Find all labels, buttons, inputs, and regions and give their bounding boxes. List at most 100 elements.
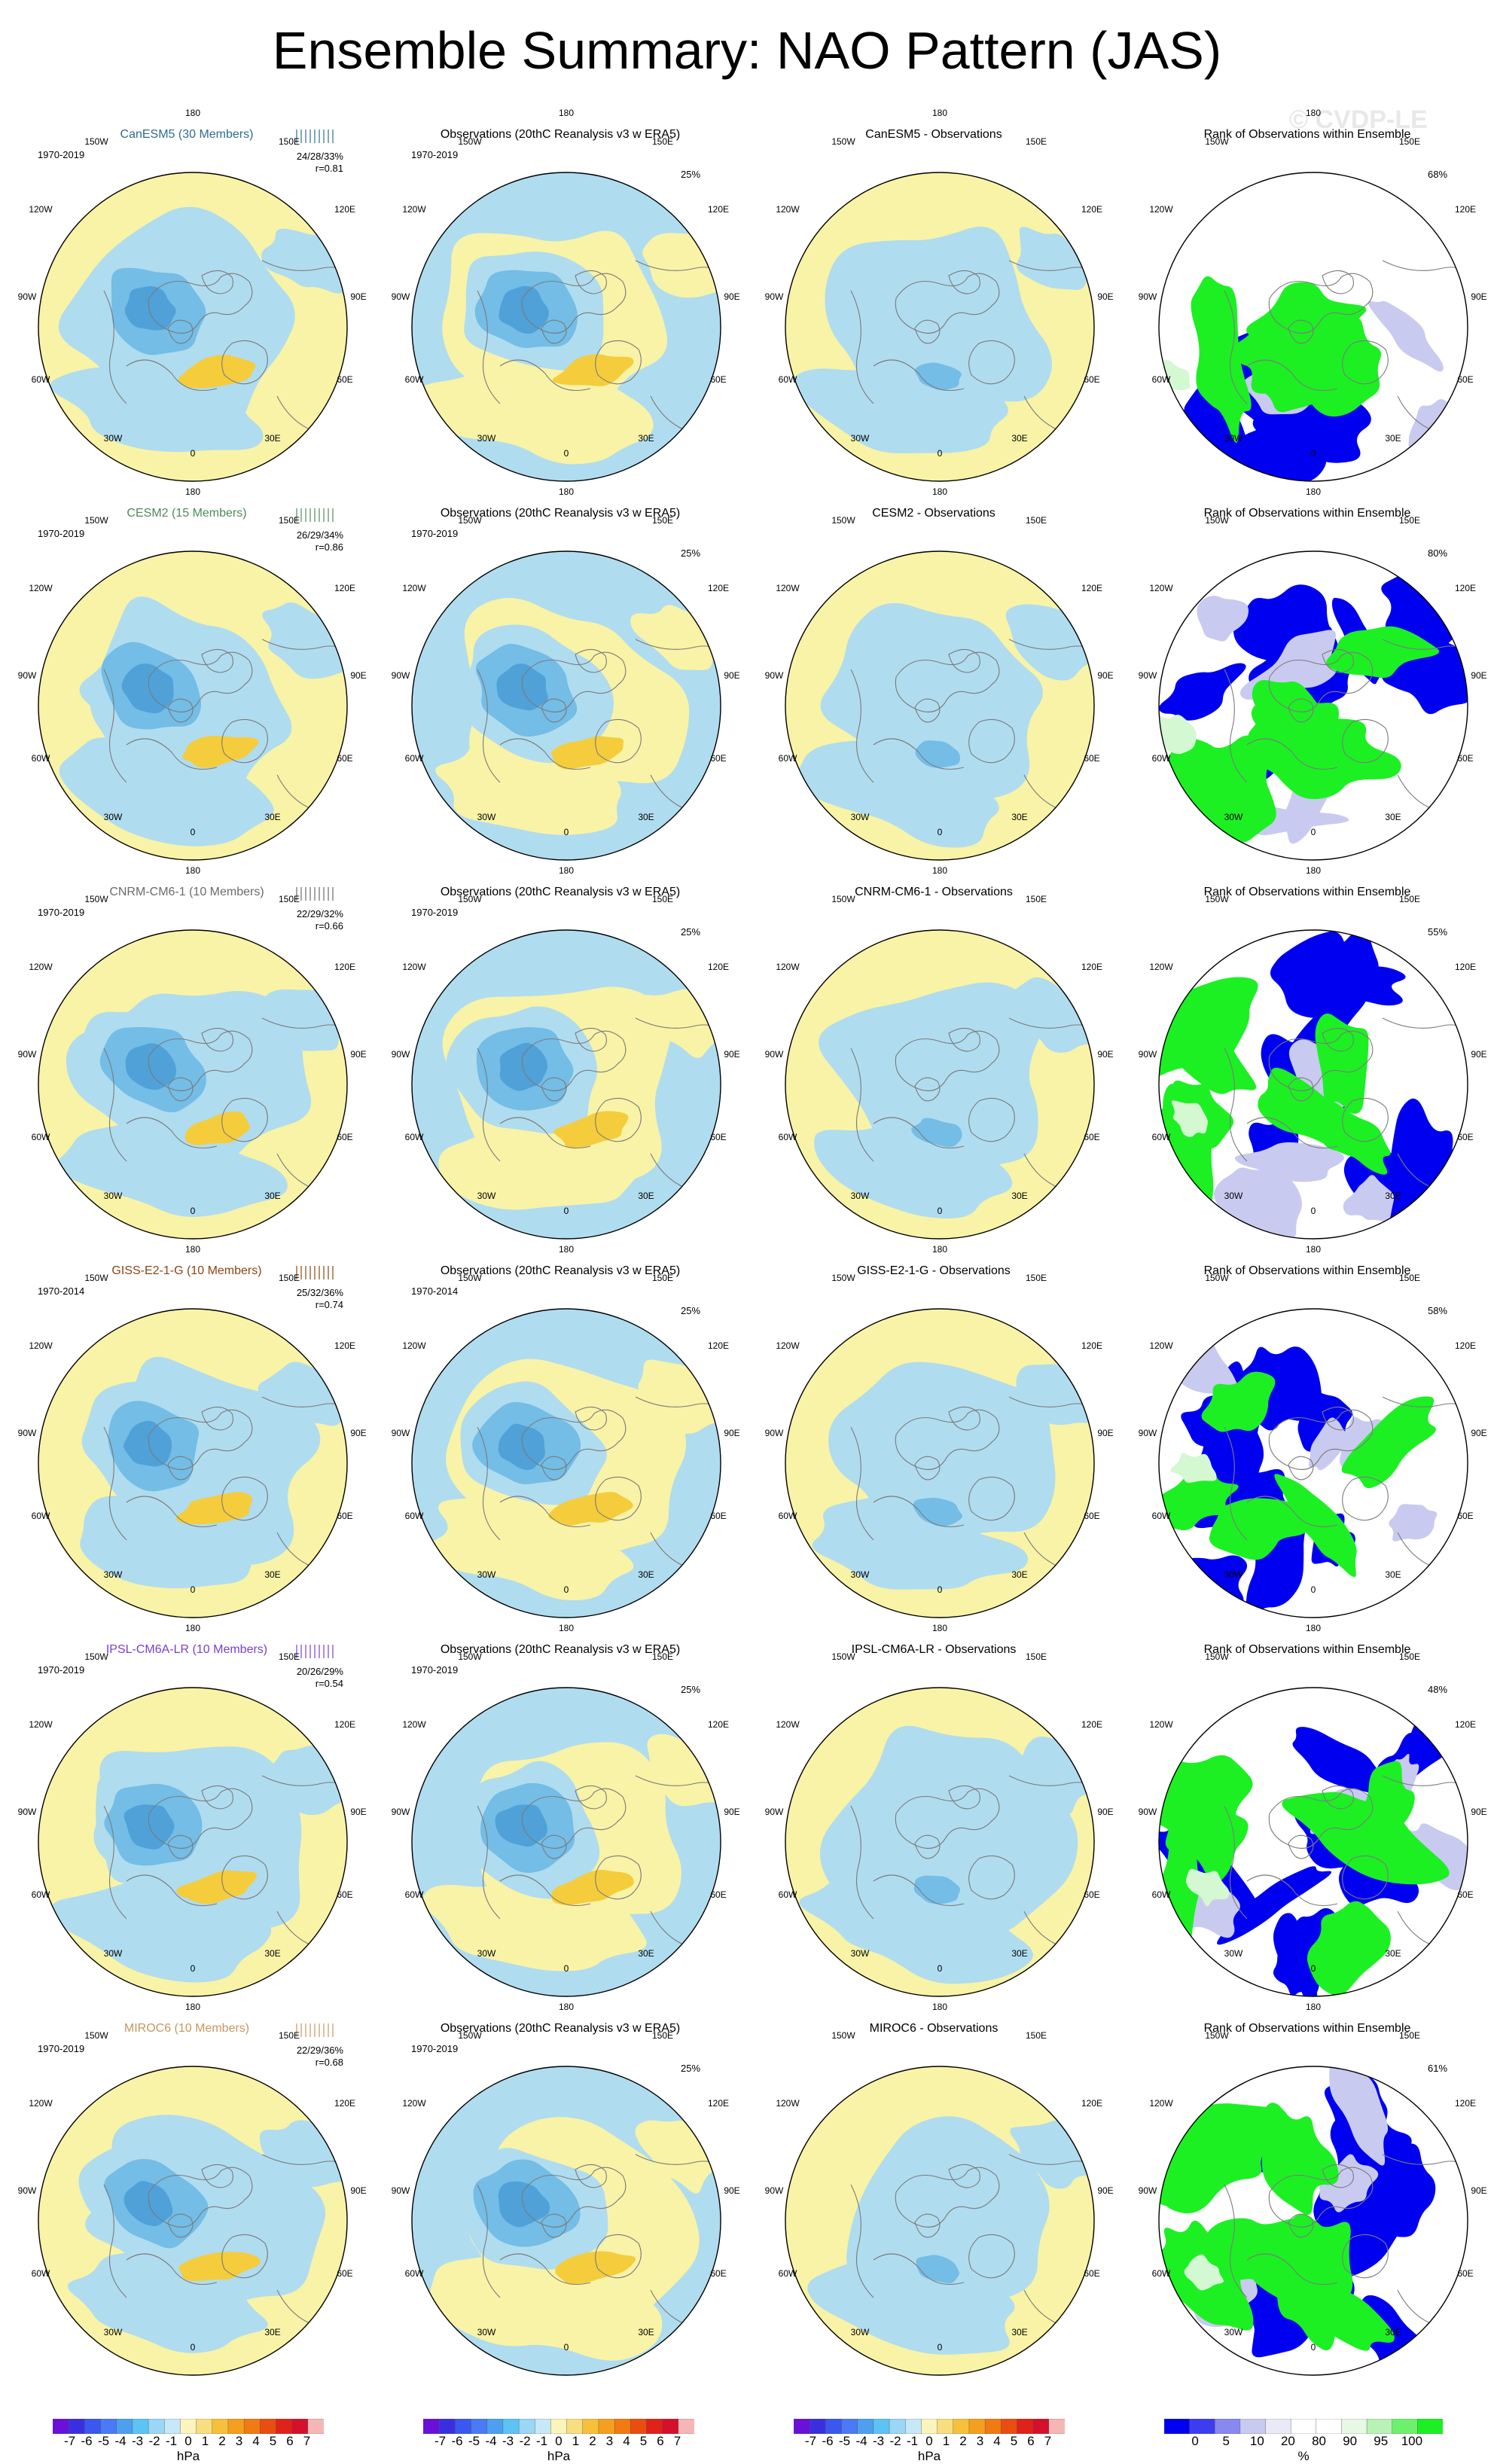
longitude-label-120w: 120W <box>29 962 53 972</box>
map-border <box>1158 550 1468 861</box>
longitude-label-150e: 150E <box>1398 1273 1421 1283</box>
explained-variance: 25% <box>681 2063 701 2074</box>
coastline-path <box>201 1406 233 1431</box>
coastline-path <box>261 1775 347 1799</box>
longitude-label-60e: 60E <box>337 1132 353 1142</box>
colorbar-swatch <box>841 2418 858 2435</box>
colorbar-swatch <box>291 2418 309 2435</box>
difference-map <box>785 929 1095 1240</box>
rank-region <box>1306 1901 1391 1996</box>
panel-title: CanESM5 - Observations <box>865 128 1002 141</box>
coastline-path <box>575 270 607 294</box>
map-panel: Observations (20thC Reanalysis v3 w ERA5… <box>374 863 747 1242</box>
longitude-label-90w: 90W <box>17 1049 37 1060</box>
coastline-path <box>1224 2184 1248 2298</box>
coastline-path <box>201 1785 233 1810</box>
map-panel: CanESM5 (30 Members) 1970-2019 24/28/33% r=… <box>0 105 374 484</box>
longitude-label-120e: 120E <box>334 583 356 593</box>
coastline-path <box>1322 1027 1354 1052</box>
longitude-label-150e: 150E <box>651 515 674 526</box>
panel-title: GISS-E2-1-G - Observations <box>857 1264 1011 1277</box>
longitude-label-90e: 90E <box>350 291 367 302</box>
colorbar-swatch <box>243 2418 261 2435</box>
coastline-path <box>521 1788 627 1850</box>
longitude-label-60e: 60E <box>1457 1132 1474 1142</box>
longitude-label-30e: 30E <box>264 1191 281 1201</box>
analysis-period: 1970-2019 <box>38 1664 85 1676</box>
rank-region <box>1341 1396 1436 1489</box>
coastline-path <box>1246 1496 1338 1528</box>
explained-variance: 26/29/34% <box>296 529 343 541</box>
longitude-label-150w: 150W <box>458 2030 482 2041</box>
map-border <box>38 2066 348 2376</box>
longitude-label-90w: 90W <box>17 1807 37 1817</box>
field-region <box>56 1122 288 1217</box>
coastline-path <box>1268 1788 1374 1850</box>
coastline-path <box>850 669 874 783</box>
colorbar-tick-label: -7 <box>434 2434 447 2448</box>
rank-region <box>1214 1167 1302 1239</box>
coastline-path <box>895 1030 1000 1092</box>
longitude-label-0: 0 <box>563 1963 569 1974</box>
longitude-label-60e: 60E <box>337 1889 353 1900</box>
coastline-path <box>873 1496 965 1528</box>
longitude-label-0: 0 <box>563 1206 569 1216</box>
longitude-label-0: 0 <box>563 1584 569 1595</box>
longitude-label-150e: 150E <box>1398 136 1421 147</box>
negative-anomaly-core <box>499 285 549 334</box>
colorbar-swatch <box>68 2418 86 2435</box>
longitude-label-30w: 30W <box>1224 1948 1243 1959</box>
longitude-label-90e: 90E <box>1097 1049 1114 1060</box>
longitude-label-30e: 30E <box>1011 1569 1028 1580</box>
colorbar-swatch <box>825 2418 843 2435</box>
coastline-path <box>635 2154 721 2178</box>
longitude-label-0: 0 <box>1310 1963 1316 1974</box>
rank-percentage: 48% <box>1428 1684 1448 1695</box>
difference-map <box>785 172 1095 482</box>
coastline-path <box>948 1027 980 1052</box>
colorbar <box>793 2418 1066 2435</box>
colorbar-ticks: -7 -6 -5 -4 -3 -2 -1 0 1 2 3 4 5 6 7 <box>794 2434 1065 2449</box>
coastline-path <box>1224 1426 1248 1541</box>
negative-anomaly-core <box>123 2181 173 2227</box>
coastline-path <box>1288 2213 1314 2238</box>
longitude-label-30e: 30E <box>1011 2327 1028 2337</box>
map-panel: Rank of Observations within Ensemble 61% 1… <box>1120 1999 1494 2378</box>
rank-map <box>1158 172 1468 482</box>
longitude-label-60e: 60E <box>710 753 727 764</box>
colorbar-tick-label: -5 <box>468 2434 480 2448</box>
coastline-path <box>1382 1775 1468 1799</box>
coastline-path <box>914 2213 941 2238</box>
longitude-label-30e: 30E <box>1385 812 1401 822</box>
longitude-label-150e: 150E <box>278 515 300 526</box>
coastline-path <box>477 290 501 404</box>
longitude-label-90e: 90E <box>350 1807 367 1817</box>
colorbar-tick-label: 1 <box>942 2434 950 2448</box>
map-panel: Rank of Observations within Ensemble 58% 1… <box>1120 1242 1494 1621</box>
longitude-label-120e: 120E <box>1081 1719 1103 1730</box>
longitude-label-30w: 30W <box>103 1948 123 1959</box>
panel-title: Rank of Observations within Ensemble <box>1203 128 1411 141</box>
coastline-path <box>575 1785 607 1810</box>
coastline-path <box>1268 2167 1374 2228</box>
coastline-path <box>148 1030 253 1092</box>
map-border <box>785 1687 1095 1997</box>
rank-region <box>1185 1868 1230 1907</box>
longitude-label-120w: 120W <box>29 1719 53 1730</box>
coastline-path <box>499 1496 591 1528</box>
coastline-path <box>221 1097 268 1142</box>
coastline-path <box>595 1097 642 1142</box>
colorbar-swatch <box>148 2418 165 2435</box>
longitude-label-150w: 150W <box>84 136 108 147</box>
longitude-label-150e: 150E <box>1025 1651 1047 1662</box>
longitude-label-90e: 90E <box>1471 291 1487 302</box>
pattern-correlation: r=0.86 <box>315 541 343 553</box>
analysis-period: 1970-2019 <box>38 149 85 160</box>
colorbar-unit: hPa <box>917 2449 941 2463</box>
coastline-path <box>968 1855 1015 1900</box>
coastline-path <box>103 1426 127 1541</box>
longitude-label-90w: 90W <box>764 1428 784 1438</box>
longitude-label-30e: 30E <box>1385 433 1401 444</box>
map-border <box>411 550 721 861</box>
colorbar-swatch <box>1316 2418 1343 2435</box>
